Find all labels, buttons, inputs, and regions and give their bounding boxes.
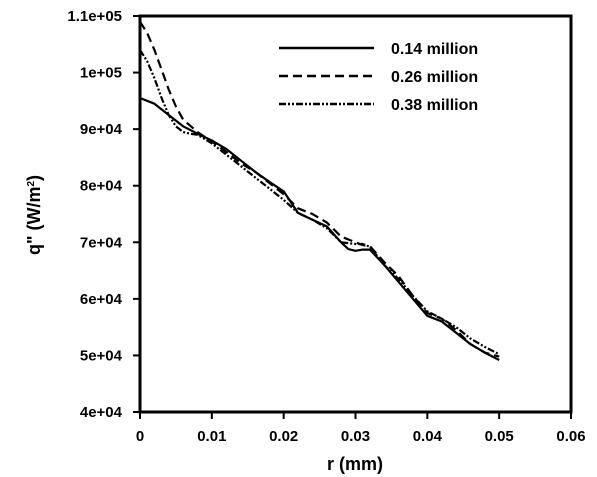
x-axis-title: r (mm) bbox=[327, 454, 383, 474]
y-axis-title-main: q" (W/m bbox=[24, 187, 44, 256]
y-tick-label: 6e+04 bbox=[80, 291, 123, 308]
x-tick-label: 0.05 bbox=[485, 428, 514, 445]
x-tick-label: 0.02 bbox=[269, 428, 298, 445]
legend: 0.14 million 0.26 million 0.38 million bbox=[279, 41, 478, 114]
y-axis-ticks: 4e+04 5e+04 6e+04 7e+04 8e+04 9e+04 1e+05 1.1e+… bbox=[67, 8, 140, 421]
y-axis-title-superscript: 2 bbox=[26, 181, 37, 187]
x-tick-label: 0.06 bbox=[556, 428, 585, 445]
x-tick-label: 0.03 bbox=[341, 428, 370, 445]
x-tick-label: 0.01 bbox=[197, 428, 226, 445]
y-tick-label: 9e+04 bbox=[80, 121, 123, 138]
y-tick-label: 1.1e+05 bbox=[67, 8, 122, 25]
y-tick-label: 8e+04 bbox=[80, 178, 123, 195]
y-tick-label: 1e+05 bbox=[80, 65, 122, 82]
legend-label: 0.14 million bbox=[391, 41, 478, 58]
x-axis-ticks: 0 0.01 0.02 0.03 0.04 0.05 0.06 bbox=[136, 412, 586, 445]
y-tick-label: 7e+04 bbox=[80, 234, 123, 251]
x-tick-label: 0.04 bbox=[413, 428, 443, 445]
series-layer bbox=[139, 21, 500, 361]
y-tick-label: 4e+04 bbox=[80, 404, 123, 421]
y-axis-title: q" (W/m2) bbox=[24, 175, 44, 255]
series-line-2 bbox=[139, 21, 500, 358]
x-tick-label: 0 bbox=[136, 428, 144, 445]
y-tick-label: 5e+04 bbox=[80, 347, 123, 364]
y-axis-title-close: ) bbox=[24, 175, 44, 181]
series-line-3 bbox=[139, 49, 500, 356]
legend-label: 0.38 million bbox=[391, 97, 478, 114]
legend-label: 0.26 million bbox=[391, 69, 478, 86]
